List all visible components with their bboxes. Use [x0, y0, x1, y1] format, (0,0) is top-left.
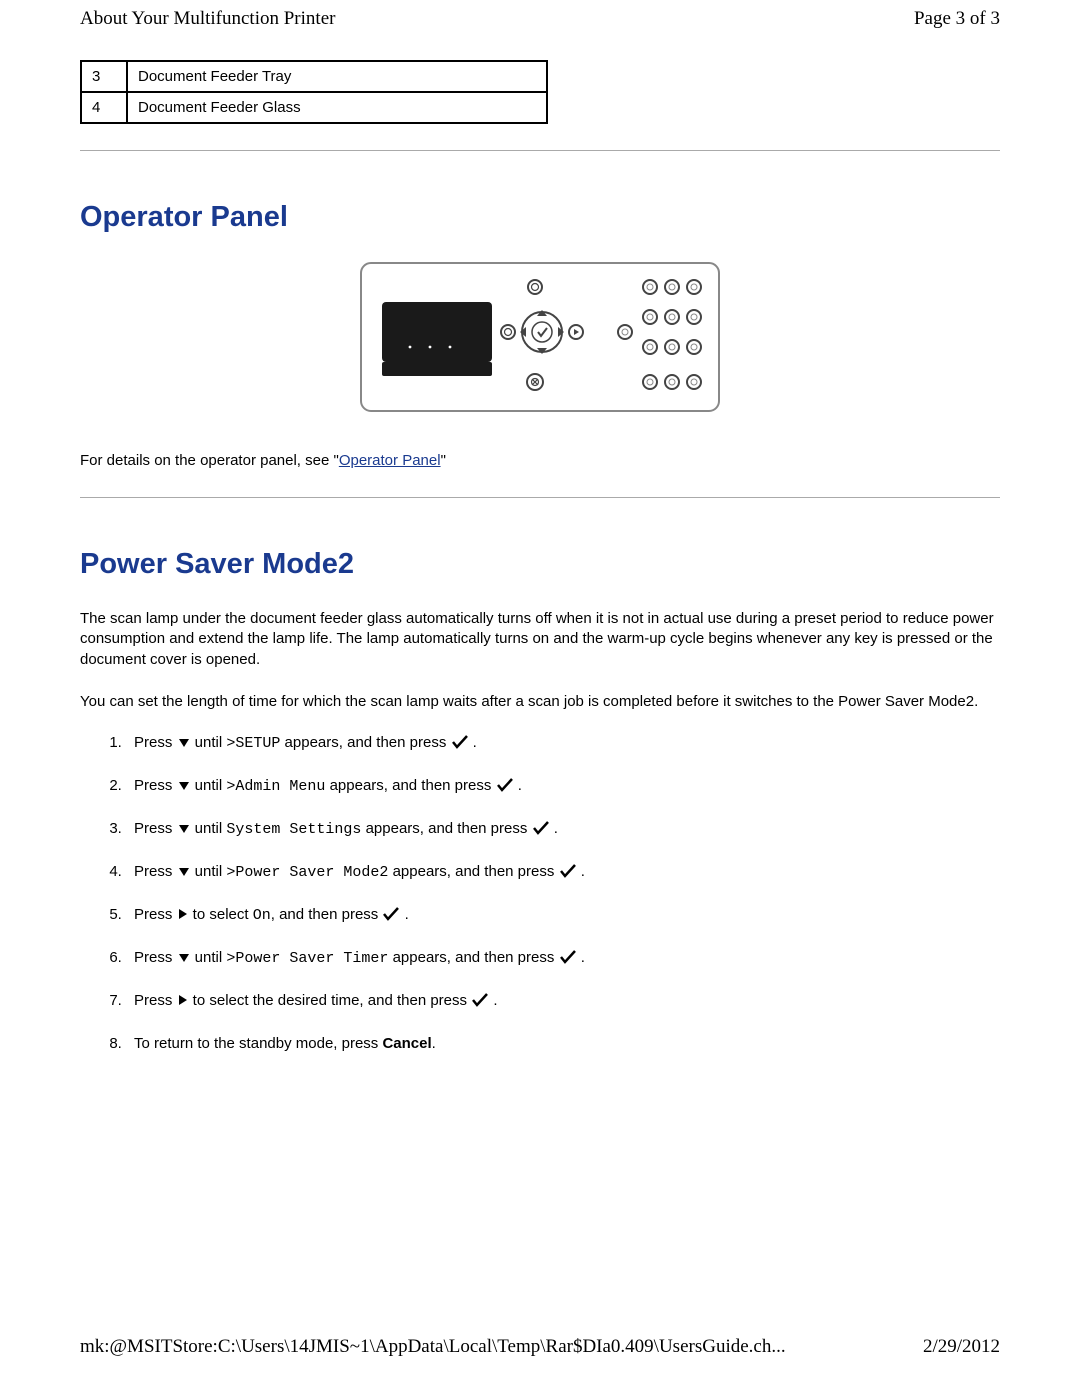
menu-code: >Admin Menu — [226, 778, 325, 795]
header-title: About Your Multifunction Printer — [80, 8, 335, 30]
right-arrow-icon — [177, 907, 189, 925]
section-title-operator-panel: Operator Panel — [80, 201, 1000, 234]
check-icon — [451, 735, 469, 753]
down-arrow-icon — [177, 779, 191, 796]
step-item: To return to the standby mode, press Can… — [126, 1035, 1000, 1052]
check-icon — [559, 864, 577, 882]
down-arrow-icon — [177, 822, 191, 839]
footer-date: 2/29/2012 — [923, 1336, 1000, 1358]
menu-code: >Power Saver Mode2 — [226, 864, 388, 881]
operator-panel-caption: For details on the operator panel, see "… — [80, 452, 1000, 469]
table-row: 4 Document Feeder Glass — [81, 92, 547, 123]
right-arrow-icon — [177, 993, 189, 1011]
check-icon — [382, 907, 400, 925]
step-item: Press until System Settings appears, and… — [126, 820, 1000, 839]
header-page: Page 3 of 3 — [914, 8, 1000, 30]
operator-panel-link[interactable]: Operator Panel — [339, 452, 441, 469]
section-title-power-saver: Power Saver Mode2 — [80, 548, 1000, 581]
power-saver-para2: You can set the length of time for which… — [80, 692, 1000, 712]
menu-code: On — [253, 907, 271, 924]
operator-panel-svg — [360, 262, 720, 412]
steps-list: Press until >SETUP appears, and then pre… — [126, 734, 1000, 1052]
footer-path: mk:@MSITStore:C:\Users\14JMIS~1\AppData\… — [80, 1336, 786, 1358]
down-arrow-icon — [177, 865, 191, 882]
step-item: Press to select the desired time, and th… — [126, 992, 1000, 1011]
down-arrow-icon — [177, 736, 191, 753]
part-desc: Document Feeder Tray — [127, 61, 547, 92]
step-item: Press until >SETUP appears, and then pre… — [126, 734, 1000, 753]
part-number: 4 — [81, 92, 127, 123]
parts-table: 3 Document Feeder Tray 4 Document Feeder… — [80, 60, 548, 124]
page-footer: mk:@MSITStore:C:\Users\14JMIS~1\AppData\… — [0, 1336, 1080, 1368]
check-icon — [496, 778, 514, 796]
step-item: Press until >Power Saver Timer appears, … — [126, 949, 1000, 968]
step-item: Press until >Admin Menu appears, and the… — [126, 777, 1000, 796]
check-icon — [559, 950, 577, 968]
menu-code: System Settings — [226, 821, 361, 838]
down-arrow-icon — [177, 951, 191, 968]
page-body: 3 Document Feeder Tray 4 Document Feeder… — [0, 60, 1080, 1116]
step-item: Press until >Power Saver Mode2 appears, … — [126, 863, 1000, 882]
divider — [80, 497, 1000, 498]
cancel-label: Cancel — [382, 1035, 431, 1052]
check-icon — [532, 821, 550, 839]
operator-panel-figure — [80, 262, 1000, 416]
part-desc: Document Feeder Glass — [127, 92, 547, 123]
menu-code: >Power Saver Timer — [226, 950, 388, 967]
step-item: Press to select On, and then press . — [126, 906, 1000, 925]
divider — [80, 150, 1000, 151]
part-number: 3 — [81, 61, 127, 92]
menu-code: >SETUP — [226, 735, 280, 752]
check-icon — [471, 993, 489, 1011]
power-saver-para1: The scan lamp under the document feeder … — [80, 609, 1000, 670]
page-header: About Your Multifunction Printer Page 3 … — [0, 0, 1080, 60]
table-row: 3 Document Feeder Tray — [81, 61, 547, 92]
